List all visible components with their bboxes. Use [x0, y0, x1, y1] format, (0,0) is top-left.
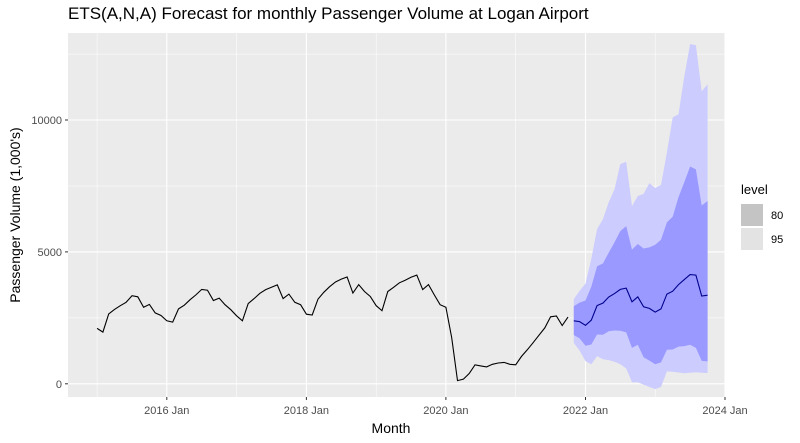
x-tick-label: 2024 Jan	[702, 405, 747, 417]
legend-title: level	[741, 182, 768, 197]
x-tick-label: 2020 Jan	[423, 405, 468, 417]
history-line	[96, 274, 569, 382]
band-80	[573, 166, 708, 365]
legend: level 80 95	[741, 182, 783, 250]
forecast-mean-line	[573, 274, 708, 326]
x-tick-labels: 2016 Jan 2018 Jan 2020 Jan 2022 Jan 2024 Jan	[144, 405, 747, 417]
y-tick-labels: 0 5000 10000	[31, 115, 62, 391]
y-tick-label: 5000	[38, 247, 62, 259]
legend-swatch-80	[741, 204, 763, 226]
legend-label-95: 95	[771, 234, 783, 246]
x-tick-label: 2016 Jan	[144, 405, 189, 417]
series-lines	[96, 274, 708, 382]
prediction-intervals	[573, 44, 708, 390]
major-gridlines	[68, 33, 726, 397]
x-tick-label: 2018 Jan	[284, 405, 329, 417]
chart-title: ETS(A,N,A) Forecast for monthly Passenge…	[68, 4, 589, 23]
x-tick-label: 2022 Jan	[563, 405, 608, 417]
legend-label-80: 80	[771, 210, 783, 222]
y-axis-title: Passenger Volume (1,000's)	[7, 127, 23, 302]
axis-ticks	[65, 119, 726, 400]
y-tick-label: 10000	[31, 115, 62, 127]
x-axis-title: Month	[372, 420, 411, 436]
legend-swatch-95	[741, 228, 763, 250]
y-tick-label: 0	[56, 379, 62, 391]
